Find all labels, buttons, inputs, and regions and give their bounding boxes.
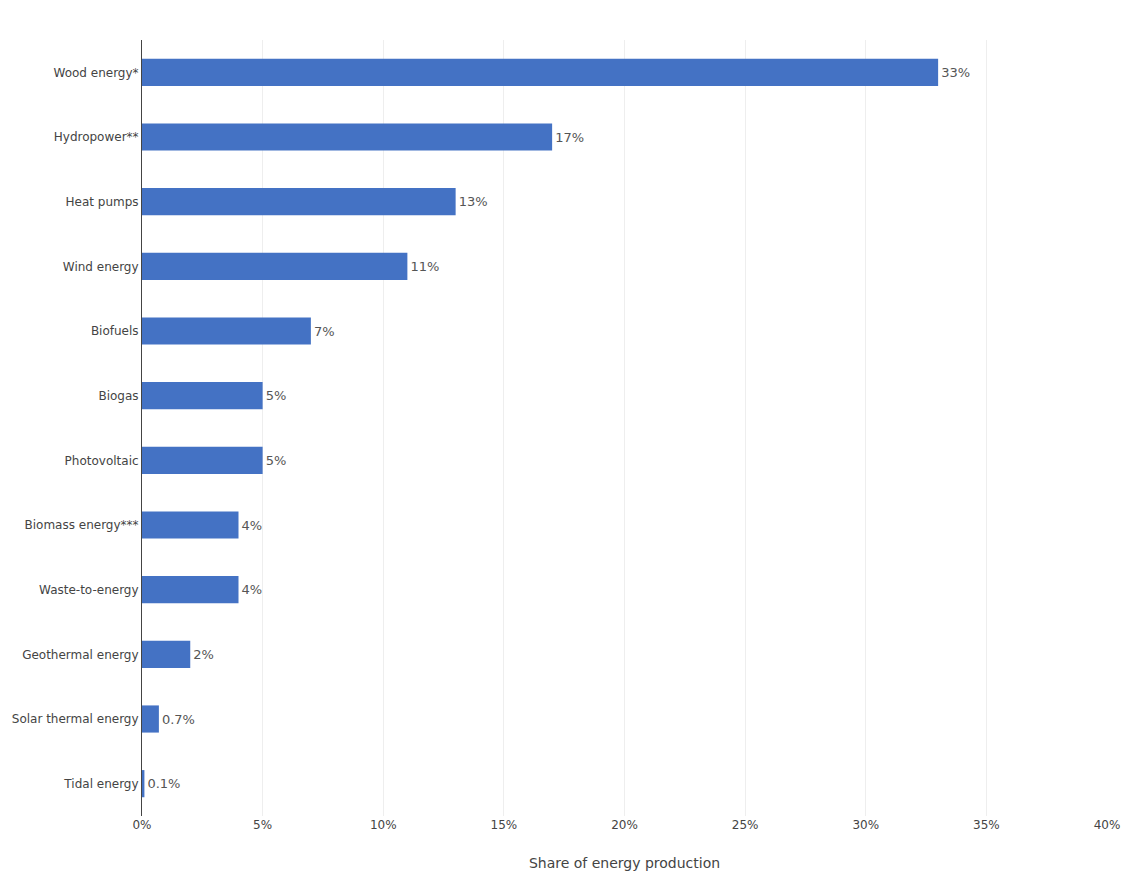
svg-text:Wood energy*: Wood energy* [54, 66, 139, 80]
svg-text:10%: 10% [370, 818, 397, 832]
svg-text:33%: 33% [941, 65, 970, 80]
svg-text:2%: 2% [193, 647, 214, 662]
svg-text:5%: 5% [266, 388, 287, 403]
svg-text:Biomass energy***: Biomass energy*** [25, 518, 139, 532]
svg-text:30%: 30% [852, 818, 879, 832]
svg-text:15%: 15% [491, 818, 518, 832]
svg-text:4%: 4% [242, 582, 263, 597]
svg-text:17%: 17% [555, 130, 584, 145]
svg-text:0.7%: 0.7% [162, 712, 195, 727]
svg-text:25%: 25% [732, 818, 759, 832]
svg-text:4%: 4% [242, 518, 263, 533]
svg-text:Share of energy production: Share of energy production [529, 855, 720, 871]
svg-text:40%: 40% [1094, 818, 1121, 832]
svg-text:Wind energy: Wind energy [63, 260, 139, 274]
svg-text:20%: 20% [611, 818, 638, 832]
svg-text:0%: 0% [132, 818, 151, 832]
svg-text:Tidal energy: Tidal energy [63, 777, 138, 791]
svg-text:Heat pumps: Heat pumps [66, 195, 139, 209]
svg-text:7%: 7% [314, 324, 335, 339]
svg-text:Solar thermal energy: Solar thermal energy [12, 712, 139, 726]
svg-text:Waste-to-energy: Waste-to-energy [39, 583, 139, 597]
svg-text:35%: 35% [973, 818, 1000, 832]
svg-text:13%: 13% [459, 194, 488, 209]
svg-text:Hydropower**: Hydropower** [54, 130, 139, 144]
svg-text:Biofuels: Biofuels [91, 324, 139, 338]
svg-text:Geothermal energy: Geothermal energy [22, 648, 138, 662]
svg-text:5%: 5% [253, 818, 272, 832]
svg-text:Biogas: Biogas [98, 389, 138, 403]
svg-text:5%: 5% [266, 453, 287, 468]
svg-text:11%: 11% [410, 259, 439, 274]
svg-text:Photovoltaic: Photovoltaic [65, 454, 139, 468]
svg-text:0.1%: 0.1% [147, 776, 180, 791]
